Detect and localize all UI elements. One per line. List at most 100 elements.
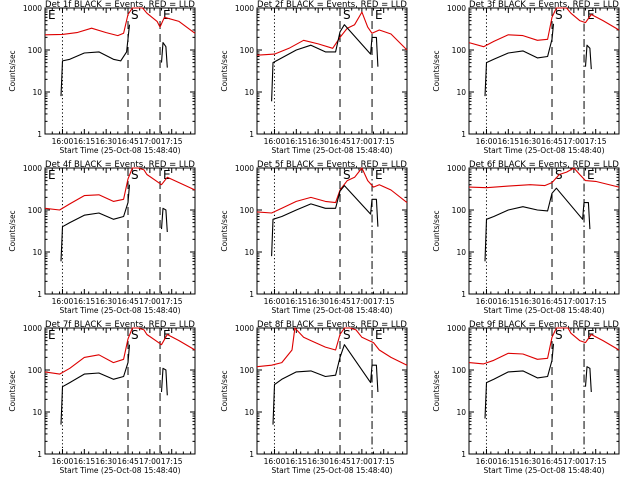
x-tick-label: 17:00 — [563, 137, 585, 146]
y-tick-label: 1 — [249, 130, 254, 139]
x-tick-label: 16:00 — [264, 457, 286, 466]
event-marker-label: S — [343, 8, 351, 22]
y-tick-label: 10 — [244, 248, 254, 257]
x-tick-label: 17:00 — [139, 457, 161, 466]
x-tick-label: 16:15 — [286, 457, 308, 466]
chart-panel: Det 3f BLACK = Events, RED = LLD 1 10 100 10… — [432, 0, 620, 155]
event-marker-label: E — [375, 8, 383, 22]
x-tick-label: 17:15 — [585, 457, 607, 466]
event-marker-label: S — [131, 328, 139, 342]
x-tick-label: 16:15 — [498, 137, 520, 146]
x-axis-label: Start Time (25-Oct-08 15:48:40) — [483, 146, 604, 155]
x-tick-label: 17:00 — [351, 297, 373, 306]
lld-series-line — [468, 327, 620, 365]
y-tick-label: 10 — [244, 88, 254, 97]
x-tick-label: 16:30 — [95, 457, 117, 466]
x-tick-label: 17:00 — [563, 457, 585, 466]
x-tick-label: 16:45 — [329, 137, 351, 146]
x-tick-label: 16:45 — [117, 137, 139, 146]
x-tick-label: 16:30 — [95, 297, 117, 306]
x-axis-label: Start Time (25-Oct-08 15:48:40) — [59, 466, 180, 475]
x-tick-label: 16:00 — [52, 137, 74, 146]
lld-series-line — [44, 7, 196, 37]
y-tick-label: 10 — [456, 408, 466, 417]
event-marker-label: S — [131, 168, 139, 182]
x-tick-label: 17:15 — [373, 457, 395, 466]
x-tick-label: 16:00 — [264, 297, 286, 306]
event-marker-label: E — [587, 168, 595, 182]
x-tick-label: 17:00 — [351, 457, 373, 466]
chart-panel: Det 1f BLACK = Events, RED = LLD 1 10 100 10… — [8, 0, 196, 155]
event-marker-label: E — [48, 8, 56, 22]
chart-title: Det 4f BLACK = Events, RED = LLD — [45, 160, 195, 170]
lld-series-line — [256, 11, 408, 56]
x-axis-label: Start Time (25-Oct-08 15:48:40) — [271, 146, 392, 155]
y-tick-label: 1000 — [447, 164, 466, 173]
plot-frame — [468, 7, 620, 135]
event-marker-label: E — [48, 328, 56, 342]
y-tick-label: 100 — [28, 206, 43, 215]
chart-panel: Det 9f BLACK = Events, RED = LLD 1 10 100 10… — [432, 320, 620, 475]
event-marker-label: E — [48, 168, 56, 182]
y-tick-label: 1000 — [235, 324, 254, 333]
x-tick-label: 17:15 — [161, 457, 183, 466]
chart-panel: Det 7f BLACK = Events, RED = LLD 1 10 100 10… — [8, 320, 196, 475]
x-axis-label: Start Time (25-Oct-08 15:48:40) — [271, 466, 392, 475]
y-tick-label: 1000 — [23, 164, 42, 173]
x-tick-label: 16:30 — [519, 137, 541, 146]
x-tick-label: 17:15 — [161, 137, 183, 146]
events-series-line — [60, 24, 168, 97]
y-tick-label: 1 — [249, 450, 254, 459]
x-tick-label: 16:00 — [476, 297, 498, 306]
x-tick-label: 16:00 — [476, 137, 498, 146]
y-axis-label: Counts/sec — [432, 370, 441, 411]
lld-series-line — [256, 327, 408, 368]
y-tick-label: 1000 — [235, 164, 254, 173]
y-tick-label: 10 — [456, 248, 466, 257]
events-series-line — [271, 185, 379, 257]
y-tick-label: 10 — [456, 88, 466, 97]
x-tick-label: 17:00 — [563, 297, 585, 306]
x-tick-label: 16:45 — [117, 457, 139, 466]
event-marker-label: S — [555, 328, 563, 342]
x-axis-label: Start Time (25-Oct-08 15:48:40) — [59, 146, 180, 155]
y-tick-label: 100 — [28, 366, 43, 375]
x-tick-label: 16:15 — [74, 457, 96, 466]
x-axis-label: Start Time (25-Oct-08 15:48:40) — [483, 306, 604, 315]
y-axis-label: Counts/sec — [432, 50, 441, 91]
plot-frame — [256, 327, 408, 455]
y-tick-label: 1 — [37, 450, 42, 459]
y-tick-label: 1000 — [235, 4, 254, 13]
x-tick-label: 17:00 — [139, 297, 161, 306]
x-axis-label: Start Time (25-Oct-08 15:48:40) — [59, 306, 180, 315]
events-series-line — [484, 23, 592, 97]
x-axis-label: Start Time (25-Oct-08 15:48:40) — [271, 306, 392, 315]
y-tick-label: 10 — [244, 408, 254, 417]
chart-panel: Det 4f BLACK = Events, RED = LLD 1 10 100 10… — [8, 160, 196, 315]
lld-series-line — [468, 7, 620, 48]
y-tick-label: 10 — [32, 408, 42, 417]
x-tick-label: 17:15 — [373, 137, 395, 146]
chart-panel: Det 8f BLACK = Events, RED = LLD 1 10 100 10… — [220, 320, 408, 475]
y-tick-label: 1000 — [23, 324, 42, 333]
event-marker-label: S — [131, 8, 139, 22]
lld-series-line — [44, 327, 196, 375]
y-axis-label: Counts/sec — [8, 210, 17, 251]
plot-frame — [44, 167, 196, 295]
x-tick-label: 16:45 — [541, 137, 563, 146]
y-tick-label: 1 — [461, 450, 466, 459]
x-tick-label: 16:45 — [541, 297, 563, 306]
event-marker-label: S — [343, 328, 351, 342]
x-tick-label: 16:15 — [286, 297, 308, 306]
event-marker-label: S — [343, 168, 351, 182]
x-tick-label: 16:30 — [95, 137, 117, 146]
x-tick-label: 16:15 — [498, 297, 520, 306]
x-tick-label: 16:30 — [307, 137, 329, 146]
x-tick-label: 16:30 — [307, 297, 329, 306]
events-series-line — [271, 24, 379, 102]
chart-title: Det 3f BLACK = Events, RED = LLD — [469, 0, 619, 10]
plot-frame — [256, 167, 408, 295]
chart-title: Det 2f BLACK = Events, RED = LLD — [257, 0, 407, 10]
y-tick-label: 100 — [452, 46, 467, 55]
x-tick-label: 16:30 — [307, 457, 329, 466]
